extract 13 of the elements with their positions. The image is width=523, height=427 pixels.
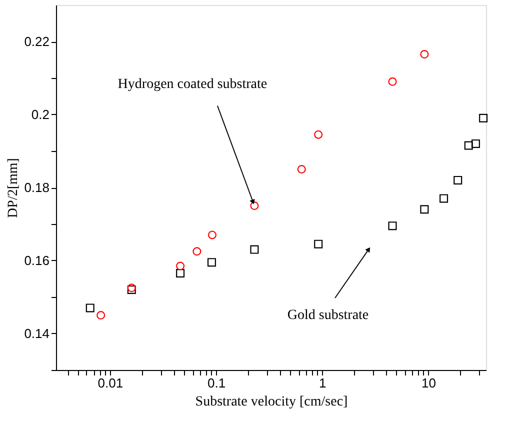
annotation: Gold substrate xyxy=(287,308,369,323)
y-tick-label: 0.22 xyxy=(24,34,50,49)
x-tick-label: 0.01 xyxy=(98,376,124,390)
annotation: Hydrogen coated substrate xyxy=(118,76,268,92)
y-tick-label: 0.18 xyxy=(24,180,50,195)
x-tick-label: 1 xyxy=(319,376,326,390)
y-axis-title: DP/2[mm] xyxy=(6,158,22,218)
x-tick-label: 10 xyxy=(422,376,436,390)
x-axis-title: Substrate velocity [cm/sec] xyxy=(195,394,348,410)
y-tick-label: 0.2 xyxy=(31,107,50,122)
y-tick-label: 0.14 xyxy=(24,326,50,341)
x-tick-label: 0.1 xyxy=(208,376,226,390)
y-tick-label: 0.16 xyxy=(24,253,50,268)
